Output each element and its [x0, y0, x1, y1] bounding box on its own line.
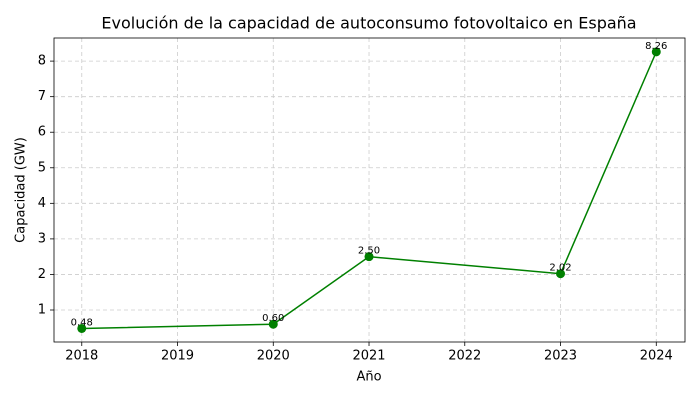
y-axis-label: Capacidad (GW) — [14, 137, 29, 243]
data-point — [651, 47, 661, 57]
x-tick-label: 2019 — [161, 349, 194, 364]
data-label: 8.26 — [645, 41, 667, 52]
x-tick-label: 2018 — [65, 349, 98, 364]
y-tick-label: 2 — [38, 267, 46, 282]
y-tick-label: 7 — [38, 89, 46, 104]
data-label: 2.02 — [549, 263, 571, 274]
plot-frame — [53, 37, 686, 343]
data-label: 0.60 — [262, 313, 284, 324]
y-tick-label: 3 — [38, 231, 46, 246]
y-tick-label: 4 — [38, 196, 46, 211]
y-tick-label: 6 — [38, 125, 46, 140]
x-tick-label: 2024 — [640, 349, 673, 364]
data-point — [77, 323, 87, 333]
x-axis-label: Año — [356, 370, 381, 385]
data-point — [556, 269, 566, 279]
x-tick-label: 2023 — [544, 349, 577, 364]
data-point — [268, 319, 278, 329]
data-label: 0.48 — [71, 317, 93, 328]
chart-title: Evolución de la capacidad de autoconsumo… — [101, 14, 636, 33]
x-tick-label: 2021 — [352, 349, 385, 364]
y-tick-label: 1 — [38, 303, 46, 318]
x-tick-label: 2022 — [448, 349, 481, 364]
data-label: 2.50 — [358, 246, 380, 257]
data-point — [364, 252, 374, 262]
x-tick-label: 2020 — [257, 349, 290, 364]
y-tick-label: 5 — [38, 160, 46, 175]
y-tick-label: 8 — [38, 54, 46, 69]
